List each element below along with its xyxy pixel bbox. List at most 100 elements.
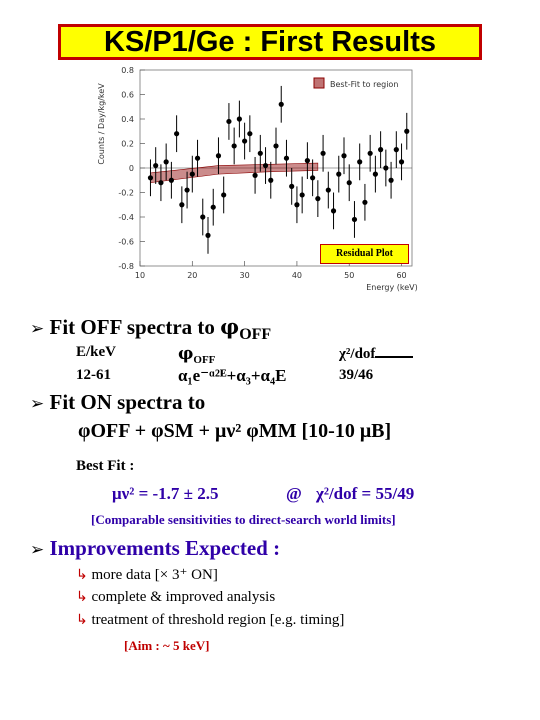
improvement-text: treatment of threshold region [e.g. timi… <box>91 612 345 628</box>
y-axis-title: Counts / Day/kg/keV <box>97 83 106 165</box>
improvement-text: complete & improved analysis <box>91 589 276 605</box>
data-point <box>357 159 363 165</box>
section1-heading: ➢ Fit OFF spectra to φOFF <box>30 314 271 344</box>
data-point <box>221 192 227 198</box>
best-fit-at: @ <box>286 484 302 503</box>
data-point <box>325 187 331 193</box>
data-point <box>210 204 216 210</box>
col3-value: 39/46 <box>339 367 374 383</box>
data-point <box>383 165 389 171</box>
data-point <box>168 177 174 183</box>
y-tick-label: -0.6 <box>118 238 134 247</box>
return-arrow-icon: ↳ <box>76 589 88 605</box>
data-point <box>158 180 164 186</box>
data-point <box>236 116 242 122</box>
data-point <box>336 171 342 177</box>
data-point <box>341 153 347 159</box>
data-point <box>362 199 368 205</box>
data-point <box>226 118 232 125</box>
data-point <box>393 147 399 153</box>
phi-subscript: OFF <box>239 326 272 344</box>
data-point <box>310 175 316 181</box>
section2-formula: φOFF + φSM + μν² φMM [10-10 μB] <box>78 420 392 442</box>
data-point <box>330 208 337 214</box>
data-point <box>367 150 373 156</box>
data-point <box>388 177 394 183</box>
section3-heading-text: Improvements Expected : <box>49 536 281 560</box>
y-tick-label: -0.8 <box>118 262 134 271</box>
comparison-note: [Comparable sensitivities to direct-sear… <box>91 512 396 527</box>
return-arrow-icon: ↳ <box>76 612 88 628</box>
improvement-text: more data [× 3⁺ ON] <box>91 567 218 583</box>
data-point <box>215 153 222 159</box>
data-point <box>179 202 185 208</box>
data-point <box>189 171 195 177</box>
col2-formula: α₁e⁻ᵅ²ᴱ+α₃+α₄E <box>178 366 287 385</box>
data-point <box>283 155 290 161</box>
y-tick-label: 0.8 <box>121 66 134 75</box>
best-fit-value: μν² = -1.7 ± 2.5 <box>112 484 219 503</box>
data-point <box>257 150 263 156</box>
x-axis-title: Energy (keV) <box>366 283 418 292</box>
data-point <box>404 128 410 134</box>
col2-sub: OFF <box>193 354 216 366</box>
data-point <box>247 131 253 137</box>
underline-rule <box>375 344 414 358</box>
page-title: KS/P1/Ge : First Results <box>58 24 482 60</box>
data-point <box>174 131 180 137</box>
y-tick-label: 0.4 <box>121 115 134 124</box>
residual-plot-label: Residual Plot <box>320 244 409 264</box>
plot-svg: 0.8 0.6 0.4 0.2 0 -0.2 -0.4 -0.6 -0.810 20 30 40 50 6… <box>97 66 418 292</box>
x-tick-label: 50 <box>344 271 354 280</box>
fit-band <box>150 162 319 184</box>
y-tick-label: 0 <box>129 164 134 173</box>
x-tick-label: 10 <box>135 271 145 280</box>
data-point <box>252 172 258 178</box>
col1-value: 12-61 <box>76 367 111 383</box>
x-tick-label: 20 <box>187 271 197 280</box>
data-point <box>200 214 206 220</box>
section1-heading-text: Fit OFF spectra to <box>49 315 221 339</box>
y-tick-label: 0.2 <box>121 140 134 149</box>
legend-text: Best-Fit to region <box>330 80 398 89</box>
data-point <box>205 232 211 238</box>
data-point <box>273 143 279 149</box>
section3-heading: ➢ Improvements Expected : <box>30 536 280 561</box>
col3-header-text: χ²/dof <box>339 346 376 362</box>
data-point <box>346 180 352 186</box>
data-point <box>147 175 154 181</box>
data-point <box>278 101 284 107</box>
data-point <box>304 158 310 164</box>
section2-heading-text: Fit ON spectra to <box>49 390 206 414</box>
residual-plot: 0.8 0.6 0.4 0.2 0 -0.2 -0.4 -0.6 -0.8 10 20 30 40 50 6… <box>92 64 422 304</box>
x-tick-label: 60 <box>396 271 406 280</box>
data-point <box>262 162 269 169</box>
improvement-item: ↳ complete & improved analysis <box>76 589 275 606</box>
col1-header: E/keV <box>76 344 117 360</box>
data-point <box>315 196 321 202</box>
x-tick-label: 40 <box>292 271 302 280</box>
data-point <box>351 216 358 223</box>
data-point <box>231 143 237 149</box>
bullet-arrow-icon: ➢ <box>30 394 45 414</box>
section2-heading: ➢ Fit ON spectra to <box>30 390 205 415</box>
aim-note: [Aim : ~ 5 keV] <box>124 638 210 653</box>
col2-header: φOFF <box>178 344 215 366</box>
return-arrow-icon: ↳ <box>76 567 88 583</box>
improvement-item: ↳ more data [× 3⁺ ON] <box>76 565 218 584</box>
best-fit-chi2: χ²/dof = 55/49 <box>316 484 415 503</box>
data-point <box>163 159 169 165</box>
phi-symbol: φ <box>220 314 240 339</box>
best-fit-label: Best Fit : <box>76 458 135 474</box>
y-tick-label: 0.6 <box>121 91 134 100</box>
data-point <box>289 183 295 189</box>
improvement-item: ↳ treatment of threshold region [e.g. ti… <box>76 612 344 629</box>
col2-phi: φ <box>178 344 194 364</box>
x-tick-label: 30 <box>240 271 250 280</box>
data-point <box>299 192 305 198</box>
data-point <box>184 187 190 193</box>
data-point <box>242 138 248 144</box>
data-point <box>372 171 378 177</box>
legend-swatch <box>313 77 325 89</box>
y-tick-label: -0.4 <box>118 213 134 222</box>
